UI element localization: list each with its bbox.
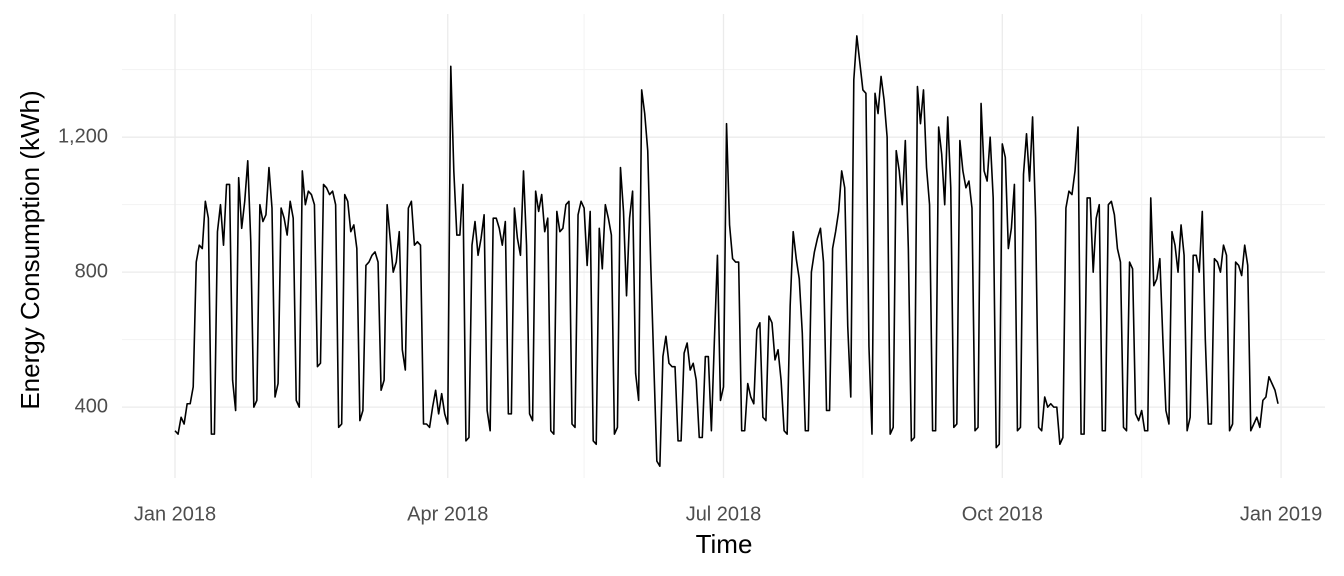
x-tick-label: Jan 2018 — [134, 503, 216, 525]
x-tick-label: Jan 2019 — [1240, 503, 1322, 525]
y-axis-title: Energy Consumption (kWh) — [15, 90, 45, 409]
x-tick-label: Apr 2018 — [407, 503, 488, 525]
x-tick-label: Oct 2018 — [962, 503, 1043, 525]
y-tick-label: 800 — [75, 260, 108, 282]
y-tick-label: 400 — [75, 395, 108, 417]
y-tick-label: 1,200 — [58, 125, 108, 147]
series-line — [174, 35, 1279, 467]
x-axis-title: Time — [696, 529, 753, 559]
x-tick-label: Jul 2018 — [686, 503, 762, 525]
